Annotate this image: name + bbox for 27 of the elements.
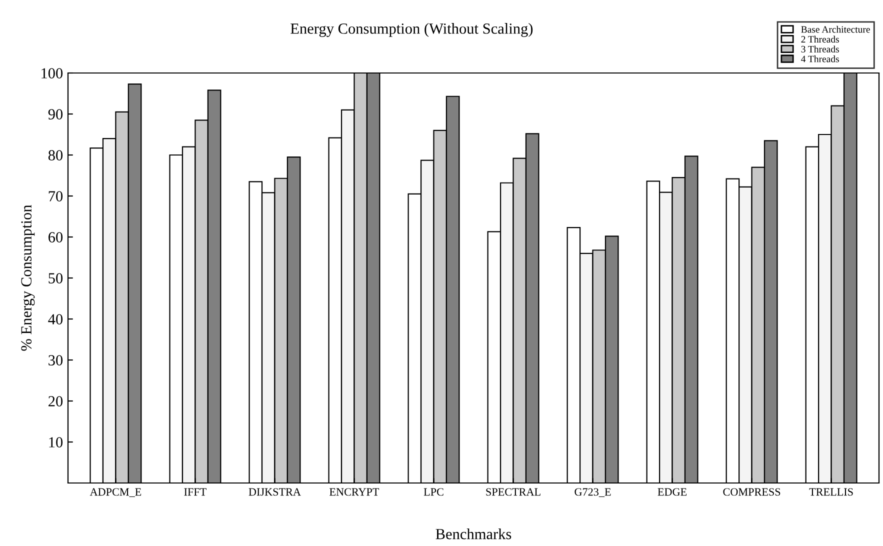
x-axis-title: Benchmarks	[436, 528, 512, 540]
legend-label: 4 Threads	[801, 55, 839, 62]
y-tick-label: 30	[48, 355, 63, 366]
legend-label: 3 Threads	[801, 46, 839, 52]
x-tick-label: ADPCM_E	[90, 488, 142, 498]
x-tick-label: DIJKSTRA	[248, 488, 301, 496]
y-tick-label: 50	[48, 273, 63, 284]
x-tick-label: SPECTRAL	[486, 488, 540, 496]
y-axis-title: % Energy Consumption	[21, 204, 35, 351]
legend-label: 2 Threads	[801, 36, 839, 43]
x-tick-label: EDGE	[658, 488, 687, 496]
chart-title: Energy Consumption (Without Scaling)	[290, 23, 533, 37]
x-tick-label: LPC	[424, 488, 444, 496]
x-tick-label: TRELLIS	[809, 488, 853, 496]
y-tick-label: 80	[48, 150, 63, 160]
y-tick-label: 100	[42, 68, 63, 78]
x-tick-label: G723_E	[574, 488, 611, 498]
y-tick-label: 20	[48, 396, 63, 406]
x-tick-label: ENCRYPT	[330, 488, 380, 496]
legend-label: Base Architecture	[801, 26, 870, 33]
x-tick-label: IFFT	[184, 488, 206, 496]
x-tick-label: COMPRESS	[723, 488, 780, 496]
y-tick-label: 70	[48, 191, 63, 202]
y-tick-label: 10	[49, 437, 63, 448]
y-tick-label: 60	[48, 232, 63, 242]
y-tick-label: 40	[48, 314, 63, 324]
y-tick-label: 90	[48, 109, 63, 120]
